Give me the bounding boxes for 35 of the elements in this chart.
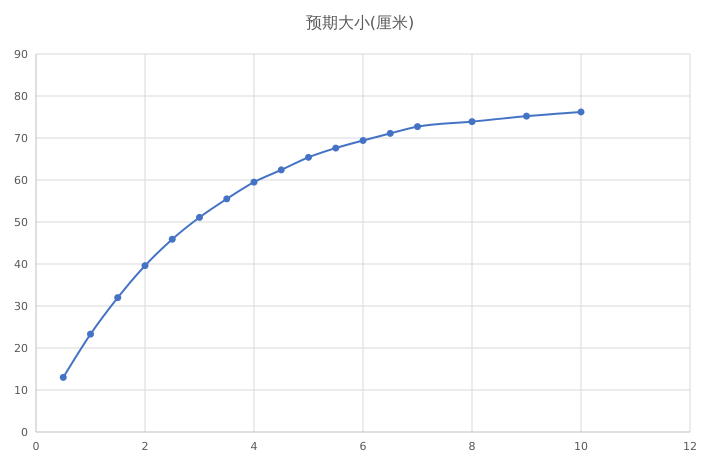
y-tick-label: 90	[14, 48, 28, 61]
y-tick-label: 20	[14, 342, 28, 355]
point	[578, 108, 584, 116]
point	[332, 144, 340, 152]
point	[278, 166, 285, 174]
y-tick-label: 50	[14, 216, 28, 229]
x-tick-label: 0	[32, 440, 40, 453]
x-tick-label: 2	[142, 440, 148, 453]
y-tick-label: 10	[14, 384, 28, 397]
y-tick-label: 60	[14, 174, 28, 187]
x-tick-label: 6	[360, 440, 366, 453]
point	[305, 154, 312, 161]
point	[196, 214, 203, 221]
point	[386, 130, 394, 137]
y-tick-label: 30	[14, 300, 28, 313]
x-tick-label: 12	[683, 440, 697, 453]
x-tick-label: 4	[250, 440, 258, 453]
point	[414, 123, 421, 130]
point	[223, 195, 230, 202]
y-tick-label: 40	[14, 258, 28, 271]
y-tick-label: 70	[14, 132, 28, 145]
point	[60, 374, 67, 381]
point	[250, 178, 258, 186]
point	[168, 236, 176, 243]
point	[360, 137, 366, 144]
x-tick-label: 10	[574, 440, 588, 453]
point	[523, 112, 530, 120]
chart-title: 预期大小(厘米)	[306, 13, 414, 32]
point	[87, 330, 94, 338]
point	[468, 118, 476, 126]
x-tick-label: 8	[468, 440, 476, 453]
y-tick-label: 80	[14, 90, 28, 103]
point	[114, 294, 122, 302]
y-tick-label: 0	[21, 426, 28, 439]
point	[142, 262, 148, 270]
